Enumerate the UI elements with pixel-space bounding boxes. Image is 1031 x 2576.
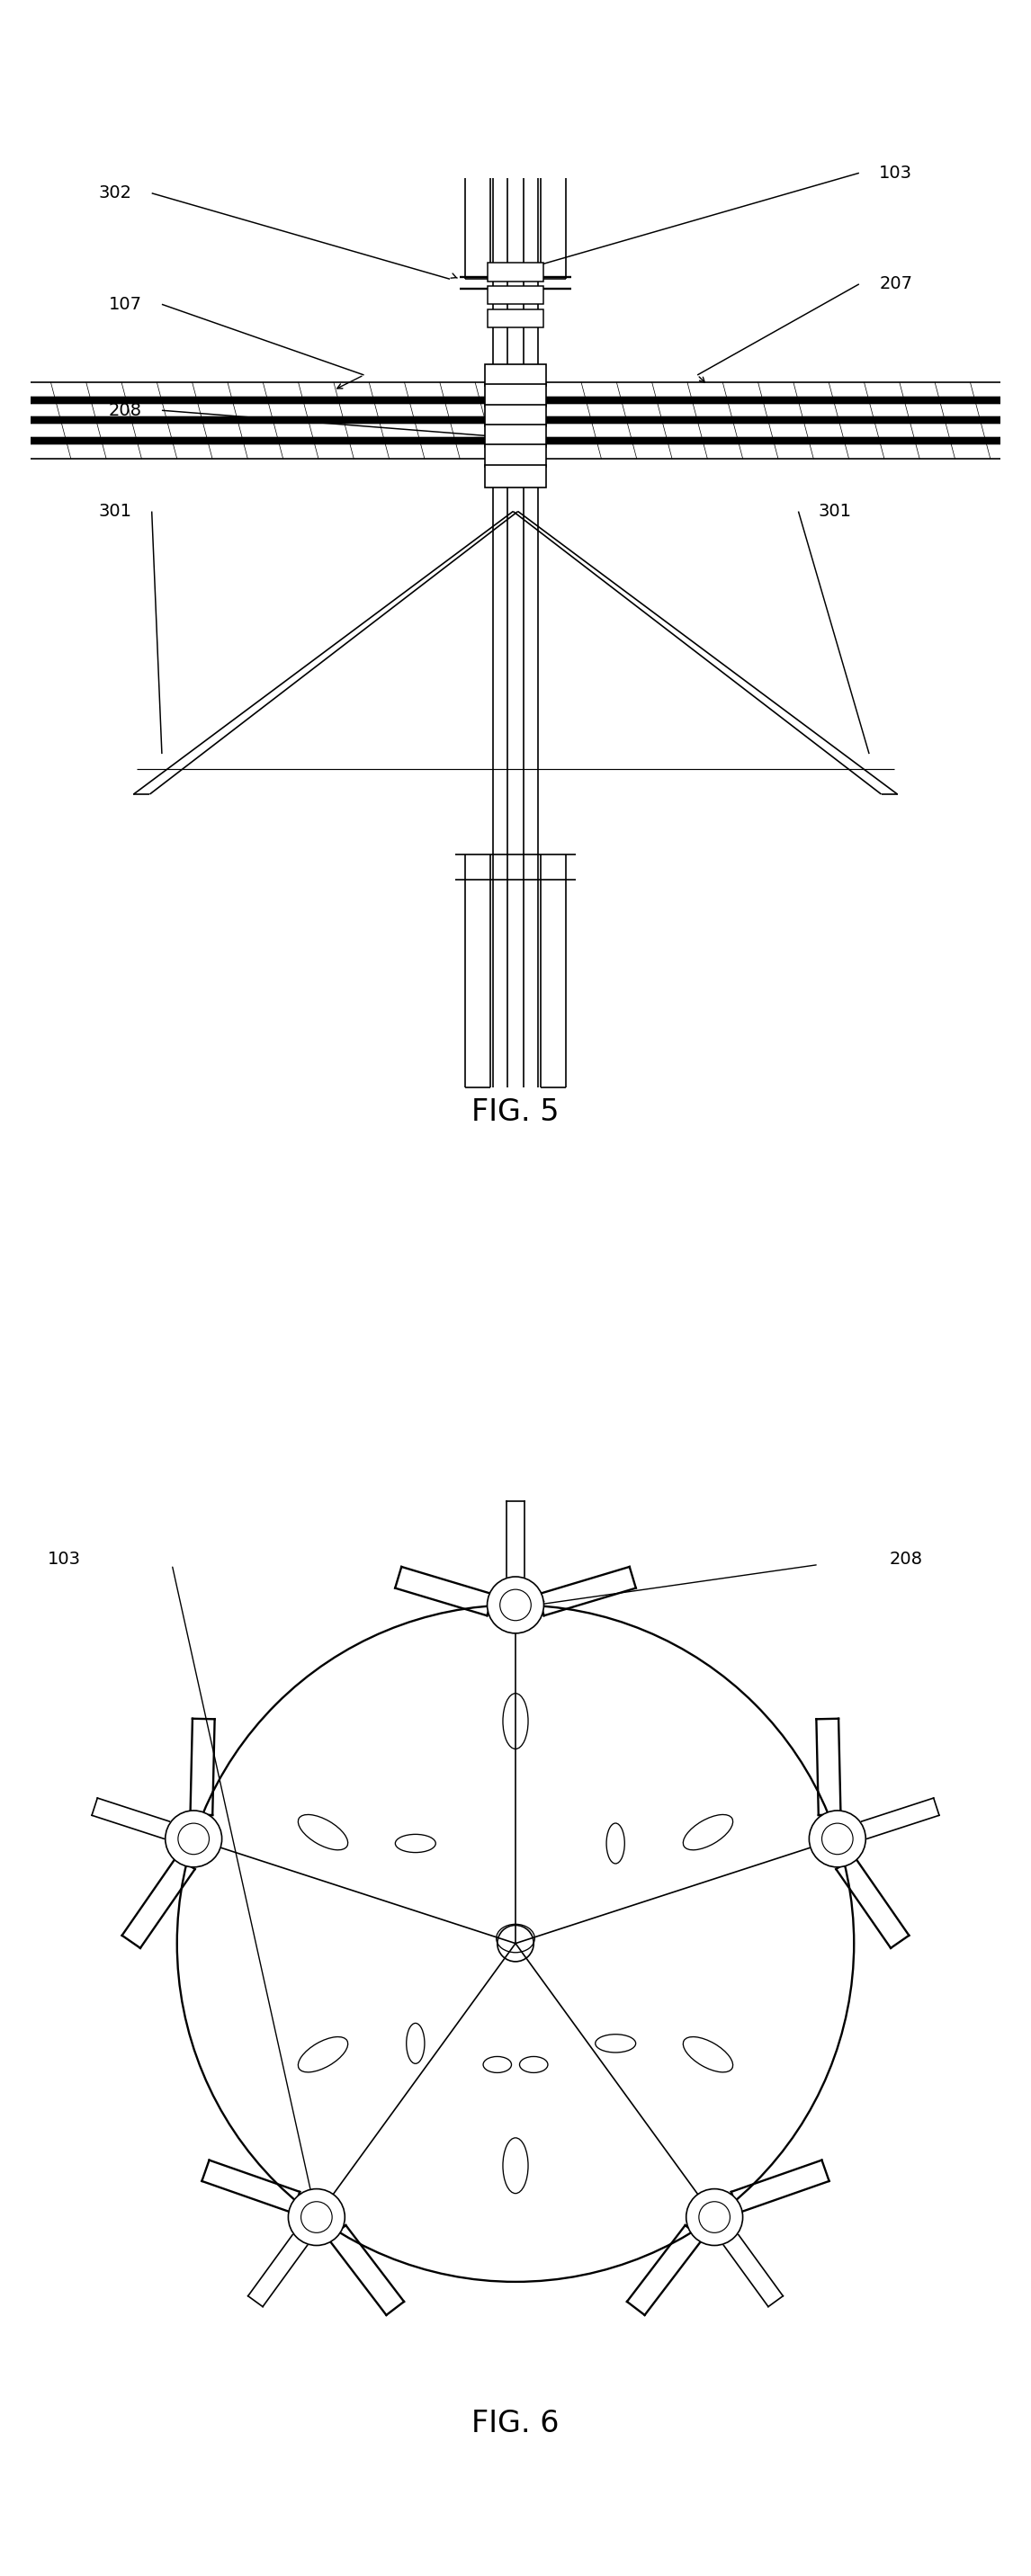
Text: 107: 107 xyxy=(108,296,141,312)
Circle shape xyxy=(687,2190,742,2246)
Text: 208: 208 xyxy=(890,1551,923,1569)
Bar xyxy=(486,425,545,446)
Text: 301: 301 xyxy=(819,502,852,520)
Text: FIG. 5: FIG. 5 xyxy=(471,1097,560,1128)
Text: FIG. 6: FIG. 6 xyxy=(471,2409,560,2437)
Text: 208: 208 xyxy=(108,402,141,420)
Bar xyxy=(486,384,545,407)
Text: 103: 103 xyxy=(879,165,912,180)
Circle shape xyxy=(289,2190,344,2246)
Text: 301: 301 xyxy=(98,502,132,520)
Bar xyxy=(488,309,543,327)
Bar xyxy=(486,404,545,428)
Text: 207: 207 xyxy=(879,276,912,294)
Circle shape xyxy=(488,1577,543,1633)
Text: 103: 103 xyxy=(47,1551,81,1569)
Bar xyxy=(488,286,543,304)
Bar xyxy=(486,464,545,487)
Circle shape xyxy=(165,1811,222,1868)
Bar xyxy=(486,446,545,466)
Circle shape xyxy=(809,1811,866,1868)
Bar xyxy=(486,363,545,386)
Text: 302: 302 xyxy=(98,185,132,201)
Bar xyxy=(488,263,543,281)
